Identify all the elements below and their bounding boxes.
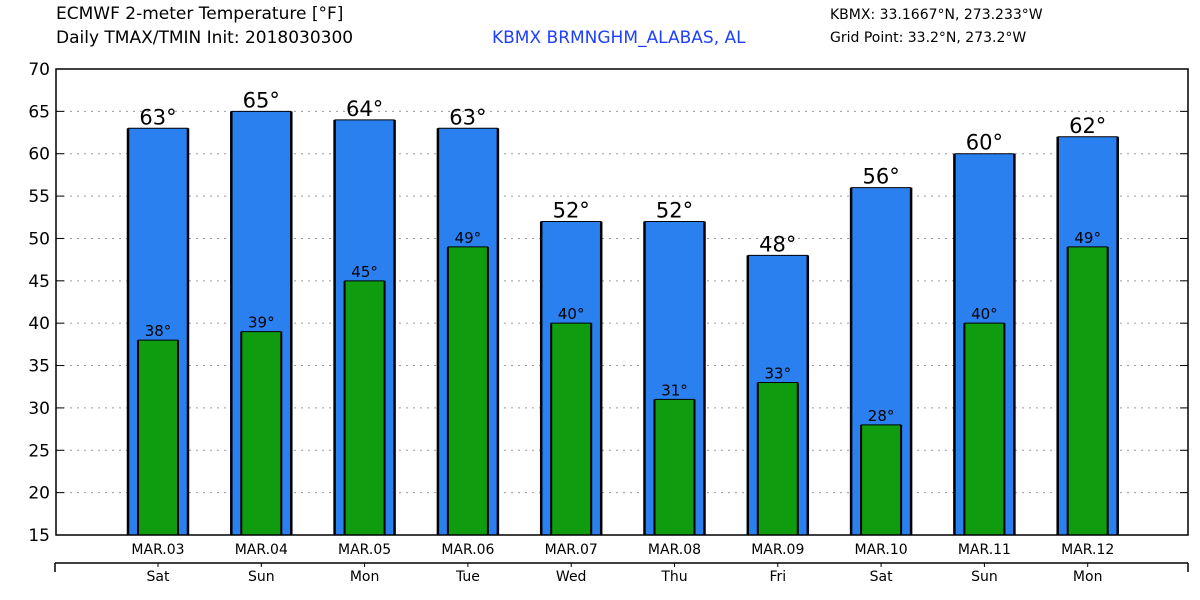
y-tick-label: 15 [28,526,50,546]
tmin-bar [138,340,178,535]
x-date-label: MAR.10 [855,542,908,558]
x-weekday-label: Mon [350,569,380,585]
y-tick-label: 70 [28,60,50,80]
tmin-value-label: 39° [248,314,275,332]
tmax-value-label: 52° [553,199,590,223]
x-weekday-label: Sun [971,569,998,585]
tmin-bar [654,399,695,535]
tmax-value-label: 48° [759,232,796,256]
axes: 15 20 25 30 35 40 45 50 55 60 65 70 MAR.03 Sat MAR.04 S… [28,60,1189,585]
x-date-label: MAR.03 [131,542,184,558]
chart-title: ECMWF 2-meter Temperature [°F] [56,4,344,24]
tmin-bar [1067,246,1108,535]
tmin-bar [861,424,902,535]
x-date-label: MAR.11 [958,542,1011,558]
tmin-value-label: 49° [455,229,482,247]
chart-subtitle: Daily TMAX/TMIN Init: 2018030300 [56,28,354,48]
station-label: KBMX BRMNGHM_ALABAS, AL [492,28,746,48]
tmin-value-label: 28° [868,407,895,425]
y-tick-label: 30 [28,399,50,419]
x-weekday-label: Fri [769,569,786,585]
tmin-bar [447,246,488,535]
y-tick-label: 65 [28,102,50,122]
tmin-value-label: 45° [351,263,378,281]
tmin-bar [241,331,282,535]
x-weekday-label: Sat [870,569,893,585]
y-tick-label: 20 [28,484,50,504]
station-coordinates: KBMX: 33.1667°N, 273.233°W [830,7,1043,23]
tmin-bar [344,280,385,535]
tmin-value-label: 33° [765,364,792,382]
plot-frame [55,68,1189,536]
tmax-value-label: 63° [449,105,486,129]
x-date-label: MAR.06 [441,542,494,558]
tmin-value-label: 40° [558,305,585,323]
tmin-value-label: 31° [661,381,688,399]
y-tick-label: 55 [28,187,50,207]
x-date-label: MAR.05 [338,542,391,558]
x-date-label: MAR.08 [648,542,701,558]
y-tick-label: 40 [28,314,50,334]
x-date-label: MAR.12 [1061,542,1114,558]
tmin-bar [551,323,592,535]
tmax-value-label: 64° [346,97,383,121]
tmin-value-label: 49° [1074,229,1101,247]
gridlines [56,110,1188,494]
tmax-value-label: 62° [1069,114,1106,138]
tmax-value-label: 63° [139,105,176,129]
x-weekday-label: Sat [147,569,170,585]
x-date-label: MAR.07 [545,542,598,558]
tmin-bar [757,382,798,535]
tmin-bar [964,323,1005,535]
tmax-value-label: 52° [656,199,693,223]
tmax-value-label: 60° [966,131,1003,155]
x-weekday-label: Mon [1073,569,1103,585]
bars [126,110,1119,536]
x-date-label: MAR.09 [751,542,804,558]
x-weekday-label: Tue [455,569,480,585]
x-weekday-label: Thu [660,569,687,585]
tmax-value-label: 56° [862,165,899,189]
bar-labels: 63° 38° 65° 39° 64° 45° 63° 49° 52° 40° 52° 31° 48° 3… [139,88,1106,424]
x-weekday-label: Sun [248,569,275,585]
x-weekday-label: Wed [556,569,587,585]
tmin-value-label: 38° [145,322,172,340]
tmin-value-label: 40° [971,305,998,323]
y-tick-label: 50 [28,229,50,249]
y-tick-label: 60 [28,145,50,165]
y-tick-label: 45 [28,272,50,292]
y-tick-label: 25 [28,441,50,461]
tmax-value-label: 65° [243,88,280,112]
grid-point-coordinates: Grid Point: 33.2°N, 273.2°W [830,30,1027,46]
y-tick-label: 35 [28,357,50,377]
x-date-label: MAR.04 [235,542,288,558]
